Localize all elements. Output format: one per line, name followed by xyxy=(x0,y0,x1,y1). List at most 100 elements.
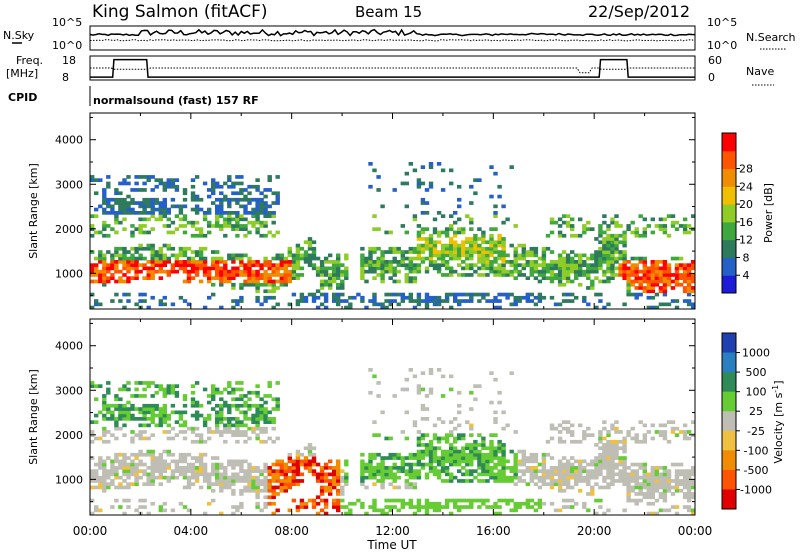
velocity-cell xyxy=(485,469,490,473)
velocity-cell xyxy=(400,505,405,509)
power-cell xyxy=(610,269,615,274)
power-cell xyxy=(98,178,103,182)
velocity-cell xyxy=(319,475,325,480)
velocity-cell xyxy=(396,498,401,503)
power-cell xyxy=(691,266,696,271)
power-cell xyxy=(541,276,547,280)
velocity-cell xyxy=(94,475,99,480)
velocity-cell xyxy=(207,400,212,405)
power-cell xyxy=(182,250,188,254)
power-cell xyxy=(186,302,192,307)
power-cell xyxy=(444,263,450,267)
velocity-cell xyxy=(686,430,692,434)
power-cell xyxy=(227,269,232,274)
velocity-cell xyxy=(610,423,615,428)
power-cell xyxy=(150,188,155,192)
velocity-cell xyxy=(513,505,518,509)
power-cell xyxy=(251,184,256,189)
velocity-cell xyxy=(267,495,272,500)
power-cell xyxy=(404,276,409,280)
velocity-cell xyxy=(565,459,571,464)
power-cell xyxy=(198,246,204,251)
power-cell xyxy=(662,263,668,267)
power-cell xyxy=(537,269,543,274)
power-cell xyxy=(662,266,668,271)
velocity-cell xyxy=(384,475,389,480)
power-cell xyxy=(420,227,426,231)
x-tick-label: 08:00 xyxy=(274,524,309,538)
power-cell xyxy=(166,224,171,228)
power-cell xyxy=(102,263,107,267)
velocity-cell xyxy=(279,479,284,483)
power-cell xyxy=(376,273,381,277)
power-cell xyxy=(549,250,555,254)
velocity-cell xyxy=(586,433,591,437)
power-cell xyxy=(291,253,297,258)
velocity-cell xyxy=(174,459,180,464)
velocity-cell xyxy=(541,456,547,460)
power-cell xyxy=(255,197,260,202)
velocity-cell xyxy=(122,452,127,457)
velocity-cell xyxy=(404,501,409,506)
power-cell xyxy=(227,273,232,277)
velocity-cell xyxy=(239,479,244,483)
power-cell xyxy=(658,279,664,284)
velocity-cell xyxy=(674,505,680,509)
power-cell xyxy=(227,253,232,258)
power-cell xyxy=(98,250,103,254)
velocity-cell xyxy=(598,485,603,490)
velocity-cell xyxy=(642,433,647,437)
power-cell xyxy=(307,292,313,297)
nsearch-trace xyxy=(89,39,696,42)
velocity-cell xyxy=(485,459,490,464)
velocity-cell xyxy=(166,452,171,457)
power-cell xyxy=(110,263,115,267)
velocity-cell xyxy=(255,426,260,431)
power-cell xyxy=(207,276,212,280)
velocity-cell xyxy=(634,479,639,483)
power-cell xyxy=(533,263,539,267)
power-cell xyxy=(315,289,321,294)
velocity-cell xyxy=(122,511,127,516)
power-cell xyxy=(283,273,288,277)
power-cell xyxy=(658,286,664,290)
power-cell xyxy=(380,266,385,271)
power-cell xyxy=(263,256,268,261)
power-cell xyxy=(178,266,184,271)
velocity-cell xyxy=(388,472,393,477)
velocity-cell xyxy=(259,417,264,421)
power-cell xyxy=(259,204,264,209)
velocity-cell xyxy=(138,462,143,467)
power-cell xyxy=(610,273,615,277)
velocity-cell xyxy=(642,495,647,500)
velocity-cell xyxy=(154,456,159,460)
power-cell xyxy=(461,240,466,245)
power-cell xyxy=(469,299,474,303)
velocity-cell xyxy=(440,459,446,464)
velocity-cell xyxy=(243,433,248,437)
power-cell xyxy=(287,253,292,258)
power-cell xyxy=(529,273,534,277)
velocity-cell xyxy=(477,456,482,460)
power-cell xyxy=(469,266,474,271)
velocity-cell xyxy=(384,472,389,477)
power-cell xyxy=(287,276,292,280)
velocity-cell xyxy=(412,469,418,473)
power-cell xyxy=(122,204,127,209)
velocity-cell xyxy=(489,456,494,460)
velocity-cell xyxy=(118,459,123,464)
velocity-cell xyxy=(150,449,155,454)
power-cell xyxy=(481,230,486,235)
power-cell xyxy=(416,256,422,261)
velocity-cell xyxy=(376,508,381,513)
velocity-cell xyxy=(658,430,664,434)
velocity-cell xyxy=(432,466,438,470)
power-cell xyxy=(114,292,119,297)
power-cell xyxy=(606,302,611,307)
velocity-cell xyxy=(513,430,518,434)
velocity-cell xyxy=(404,479,409,483)
velocity-cell xyxy=(485,498,490,503)
power-cell xyxy=(453,269,458,274)
velocity-cell xyxy=(416,439,422,444)
power-cell xyxy=(646,266,651,271)
